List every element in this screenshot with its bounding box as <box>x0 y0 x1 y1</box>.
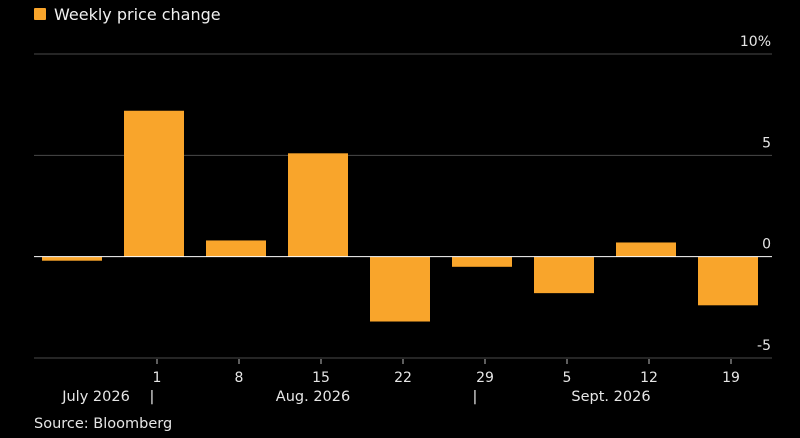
x-tick-label: 1 <box>153 370 162 386</box>
x-tick-label: 19 <box>722 370 740 386</box>
month-separator: | <box>473 389 478 405</box>
y-tick-label: -5 <box>757 338 771 354</box>
x-axis-ticks: 1 8 15 22 29 5 12 19 <box>153 359 740 386</box>
x-tick-label: 15 <box>312 370 330 386</box>
bar <box>616 242 676 257</box>
month-separator: | <box>150 389 155 405</box>
month-label: Aug. 2026 <box>276 389 350 405</box>
chart-legend: Weekly price change <box>34 3 221 25</box>
x-tick-label: 12 <box>640 370 658 386</box>
y-tick-label: 0 <box>762 237 771 253</box>
bar <box>370 256 430 322</box>
month-label: Sept. 2026 <box>571 389 650 405</box>
bar <box>534 256 594 294</box>
source-note: Source: Bloomberg <box>34 416 173 432</box>
x-tick-label: 22 <box>394 370 412 386</box>
month-label: July 2026 <box>61 389 130 405</box>
x-tick-label: 29 <box>476 370 494 386</box>
y-tick-label: 10% <box>740 34 771 50</box>
bar <box>42 256 102 261</box>
bar <box>206 240 266 257</box>
legend-swatch <box>34 8 46 20</box>
legend-label: Weekly price change <box>54 4 221 24</box>
bar <box>124 110 184 257</box>
month-labels: July 2026 Aug. 2026 Sept. 2026 | | <box>61 389 650 405</box>
bar <box>288 153 348 257</box>
bar <box>698 256 758 306</box>
y-tick-label: 5 <box>762 135 771 151</box>
x-tick-label: 8 <box>235 370 244 386</box>
y-axis-ticks: 10% 5 0 -5 <box>740 34 771 354</box>
x-tick-label: 5 <box>563 370 572 386</box>
bars <box>42 110 758 322</box>
bar <box>452 256 512 267</box>
